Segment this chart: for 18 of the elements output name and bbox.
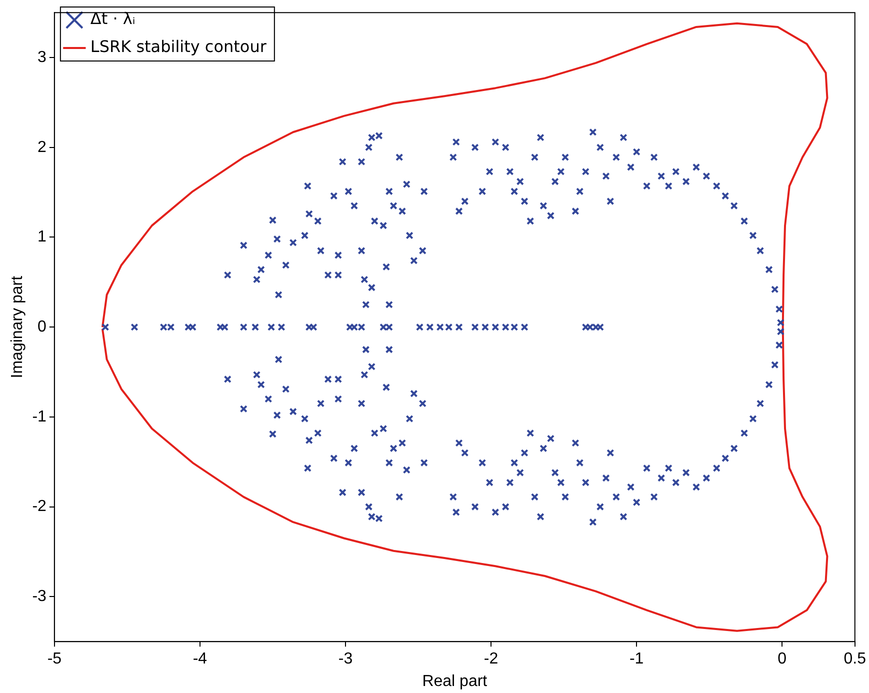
legend-label: LSRK stability contour [90,37,267,56]
x-tick-label: -2 [484,650,498,668]
y-tick-label: -2 [32,498,47,516]
x-tick-label: -5 [47,650,62,668]
y-axis-title: Imaginary part [9,275,26,378]
x-tick-label: 0 [778,650,787,668]
y-tick-label: 0 [38,318,47,336]
x-tick-label: -4 [192,650,208,668]
x-axis-title: Real part [422,672,488,690]
y-tick-label: 2 [38,138,47,156]
legend-label: Δt · λᵢ [90,9,136,28]
y-tick-label: -3 [32,588,47,606]
x-tick-label: -3 [338,650,353,668]
y-tick-label: 1 [38,228,47,246]
x-tick-label: -1 [629,650,644,668]
y-tick-label: -1 [32,408,47,426]
y-tick-label: 3 [38,48,47,66]
x-tick-label: 0.5 [844,650,866,668]
